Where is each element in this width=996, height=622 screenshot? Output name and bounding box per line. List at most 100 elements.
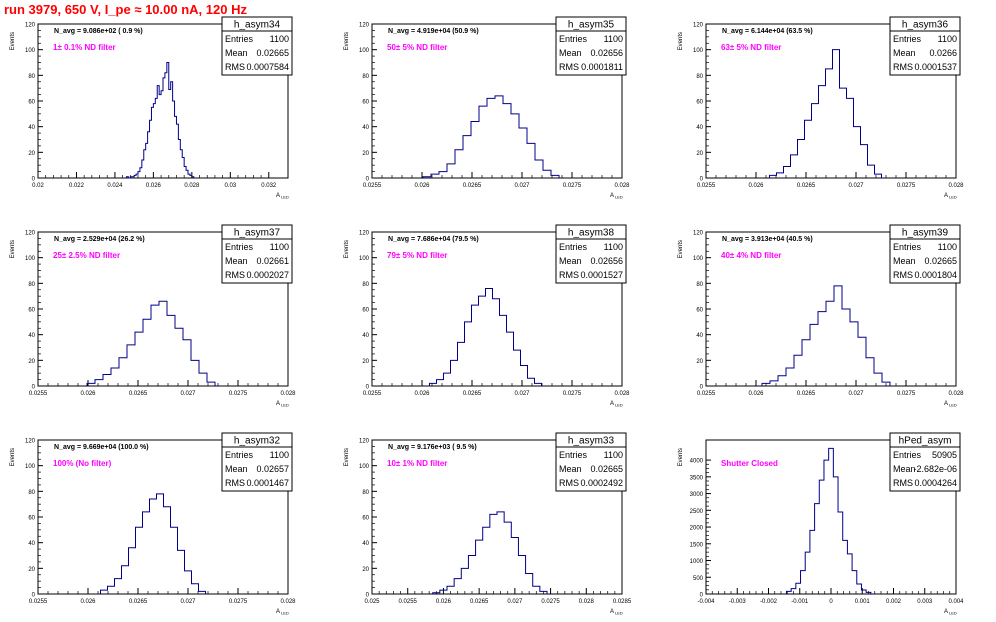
stats-body-box xyxy=(221,30,293,76)
x-tick-label: 0.028 xyxy=(280,391,296,397)
stats-mean-label: Mean xyxy=(893,256,916,266)
stats-entries-value: 1100 xyxy=(270,34,289,44)
stats-mean-label: Mean xyxy=(559,256,582,266)
y-tick-label: 20 xyxy=(28,151,35,157)
stats-mean-label: Mean xyxy=(893,48,916,58)
stats-rms-value: 0.0004264 xyxy=(914,478,957,488)
y-tick-label: 40 xyxy=(28,125,35,131)
y-axis-label: Events xyxy=(10,448,16,466)
stats-mean-value: 0.02665 xyxy=(590,464,623,474)
stats-mean-value: 0.02661 xyxy=(256,256,289,266)
stats-box: h_asym38 Entries 1100 Mean 0.02656 RMS 0.00015… xyxy=(555,224,627,284)
y-tick-label: 120 xyxy=(693,23,704,29)
x-tick-label: 0.0265 xyxy=(129,599,148,605)
y-tick-label: 60 xyxy=(28,516,35,522)
x-axis-label: ALED xyxy=(944,193,957,200)
x-tick-label: 0.004 xyxy=(948,599,964,605)
y-axis-label: Events xyxy=(10,240,16,258)
x-tick-label: 0.0255 xyxy=(363,183,382,189)
y-tick-label: 2500 xyxy=(690,509,704,515)
x-axis-label: ALED xyxy=(276,609,289,616)
x-tick-label: 0 xyxy=(829,599,833,605)
histogram-name: h_asym39 xyxy=(902,228,949,239)
y-axis-label: Events xyxy=(10,32,16,50)
stats-body-box xyxy=(555,238,627,284)
stats-entries-label: Entries xyxy=(225,242,254,252)
run-title: run 3979, 650 V, I_pe ≈ 10.00 nA, 120 Hz xyxy=(4,2,247,17)
histogram-name: h_asym32 xyxy=(234,436,281,447)
histogram-panel-h_asym36: 0 20 40 60 80 100 120 0.0255 0.026 0.0265 0.027 0.0… xyxy=(678,16,964,200)
y-tick-label: 40 xyxy=(362,125,369,131)
stats-mean-label: Mean xyxy=(225,48,248,58)
stats-mean-value: 0.02657 xyxy=(256,464,289,474)
y-tick-label: 40 xyxy=(696,125,703,131)
x-tick-label: 0.0265 xyxy=(470,599,489,605)
histogram-panel-h_asym38: 0 20 40 60 80 100 120 0.0255 0.026 0.0265 0.027 0.0… xyxy=(344,224,630,408)
filter-label: Shutter Closed xyxy=(721,459,778,468)
y-tick-label: 0 xyxy=(366,385,370,391)
x-tick-label: 0.026 xyxy=(414,183,430,189)
filter-label: 40± 4% ND filter xyxy=(721,251,781,260)
stats-entries-label: Entries xyxy=(225,34,254,44)
y-axis-label: Events xyxy=(678,240,684,258)
stats-body-box xyxy=(555,30,627,76)
n-avg-label: N_avg = 9.176e+03 ( 9.5 %) xyxy=(388,444,477,451)
stats-rms-label: RMS xyxy=(225,478,245,488)
stats-rms-value: 0.0002492 xyxy=(580,478,623,488)
y-tick-label: 120 xyxy=(359,439,370,445)
y-tick-label: 120 xyxy=(25,23,36,29)
stats-rms-value: 0.0001527 xyxy=(580,270,623,280)
stats-mean-label: Mean xyxy=(893,464,916,474)
x-tick-label: 0.0255 xyxy=(363,391,382,397)
y-tick-label: 60 xyxy=(696,308,703,314)
filter-label: 50± 5% ND filter xyxy=(387,43,447,52)
stats-rms-value: 0.0001537 xyxy=(914,62,957,72)
filter-label: 10± 1% ND filter xyxy=(387,459,447,468)
stats-box: h_asym39 Entries 1100 Mean 0.02665 RMS 0.00018… xyxy=(889,224,961,284)
stats-body-box xyxy=(889,30,961,76)
stats-mean-value: 0.02665 xyxy=(924,256,957,266)
y-axis-label: Events xyxy=(344,448,350,466)
y-tick-label: 20 xyxy=(362,359,369,365)
y-tick-label: 120 xyxy=(359,23,370,29)
n-avg-label: N_avg = 4.919e+04 (50.9 %) xyxy=(388,28,479,35)
y-tick-label: 100 xyxy=(25,48,36,54)
y-tick-label: 100 xyxy=(359,256,370,262)
y-tick-label: 20 xyxy=(28,567,35,573)
histogram-panel-h_asym33: 0 20 40 60 80 100 120 0.025 0.0255 0.026 0.0265 0.0… xyxy=(344,432,632,616)
x-tick-label: -0.003 xyxy=(729,599,747,605)
y-tick-label: 3500 xyxy=(690,475,704,481)
x-tick-label: 0.027 xyxy=(507,599,523,605)
stats-body-box xyxy=(889,238,961,284)
x-tick-label: 0.0285 xyxy=(613,599,632,605)
y-tick-label: 60 xyxy=(696,100,703,106)
stats-mean-value: 0.02656 xyxy=(590,48,623,58)
x-tick-label: 0.002 xyxy=(886,599,902,605)
stats-entries-value: 1100 xyxy=(938,242,957,252)
x-axis-label: ALED xyxy=(276,401,289,408)
x-tick-label: 0.027 xyxy=(180,391,196,397)
stats-rms-label: RMS xyxy=(559,478,579,488)
stats-body-box xyxy=(221,238,293,284)
stats-entries-label: Entries xyxy=(893,34,922,44)
histogram-panel-hPed_asym: 0 500 1000 1500 2000 2500 3000 3500 4000 -0.004 -0… xyxy=(678,432,964,616)
stats-box: h_asym36 Entries 1100 Mean 0.0266 RMS 0.000153… xyxy=(889,16,961,76)
x-tick-label: 0.0265 xyxy=(129,391,148,397)
y-tick-label: 100 xyxy=(359,464,370,470)
y-axis-label: Events xyxy=(344,32,350,50)
y-tick-label: 1500 xyxy=(690,542,704,548)
y-axis-label: Events xyxy=(678,448,684,466)
x-tick-label: 0.028 xyxy=(614,183,630,189)
x-tick-label: 0.026 xyxy=(80,391,96,397)
stats-rms-label: RMS xyxy=(225,270,245,280)
x-tick-label: 0.0275 xyxy=(229,599,248,605)
x-tick-label: 0.0265 xyxy=(797,183,816,189)
stats-box: h_asym32 Entries 1100 Mean 0.02657 RMS 0.00014… xyxy=(221,432,293,492)
y-tick-label: 120 xyxy=(693,231,704,237)
y-tick-label: 60 xyxy=(28,308,35,314)
y-tick-label: 80 xyxy=(362,490,369,496)
histogram-panel-h_asym35: 0 20 40 60 80 100 120 0.0255 0.026 0.0265 0.027 0.0… xyxy=(344,16,630,200)
filter-label: 63± 5% ND filter xyxy=(721,43,781,52)
histogram-series xyxy=(432,511,548,594)
